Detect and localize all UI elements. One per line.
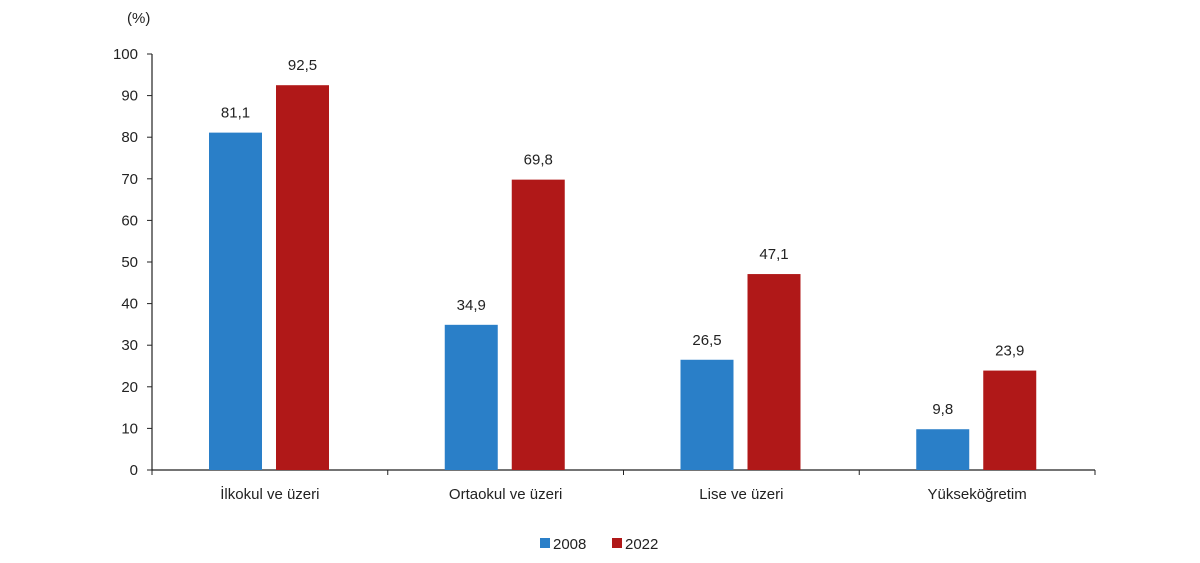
legend-swatch-2022 bbox=[612, 538, 622, 548]
bar-2008 bbox=[209, 132, 262, 470]
y-tick-label: 0 bbox=[130, 462, 138, 479]
data-label: 23,9 bbox=[995, 343, 1024, 360]
y-tick-label: 10 bbox=[121, 420, 138, 437]
legend-swatch-2008 bbox=[540, 538, 550, 548]
data-label: 26,5 bbox=[692, 332, 721, 349]
bar-2008 bbox=[680, 359, 734, 470]
data-label: 81,1 bbox=[221, 105, 250, 122]
y-tick-label: 30 bbox=[121, 337, 138, 354]
y-tick-label: 70 bbox=[121, 171, 138, 188]
x-tick-label: Lise ve üzeri bbox=[699, 486, 783, 503]
bar-2008 bbox=[444, 324, 498, 470]
data-label: 47,1 bbox=[759, 246, 788, 263]
y-tick-label: 20 bbox=[121, 379, 138, 396]
y-tick-label: 60 bbox=[121, 212, 138, 229]
bar-2022 bbox=[983, 370, 1037, 470]
data-label: 34,9 bbox=[457, 297, 486, 314]
y-tick-label: 90 bbox=[121, 88, 138, 105]
x-tick-label: İlkokul ve üzeri bbox=[220, 485, 319, 503]
y-axis-unit-label: (%) bbox=[127, 10, 150, 27]
y-tick-label: 100 bbox=[113, 46, 138, 63]
x-tick-label: Yükseköğretim bbox=[928, 486, 1027, 503]
bar-2022 bbox=[511, 179, 565, 470]
legend-label: 2008 bbox=[553, 536, 586, 553]
data-label: 9,8 bbox=[932, 401, 953, 418]
y-tick-label: 40 bbox=[121, 296, 138, 313]
legend-label: 2022 bbox=[625, 536, 658, 553]
data-label: 92,5 bbox=[288, 57, 317, 74]
data-label: 69,8 bbox=[524, 152, 553, 169]
bar-2022 bbox=[747, 274, 801, 470]
y-tick-label: 80 bbox=[121, 129, 138, 146]
y-tick-label: 50 bbox=[121, 254, 138, 271]
x-tick-label: Ortaokul ve üzeri bbox=[449, 486, 562, 503]
bar-2022 bbox=[276, 85, 329, 470]
bar-2008 bbox=[916, 429, 970, 470]
